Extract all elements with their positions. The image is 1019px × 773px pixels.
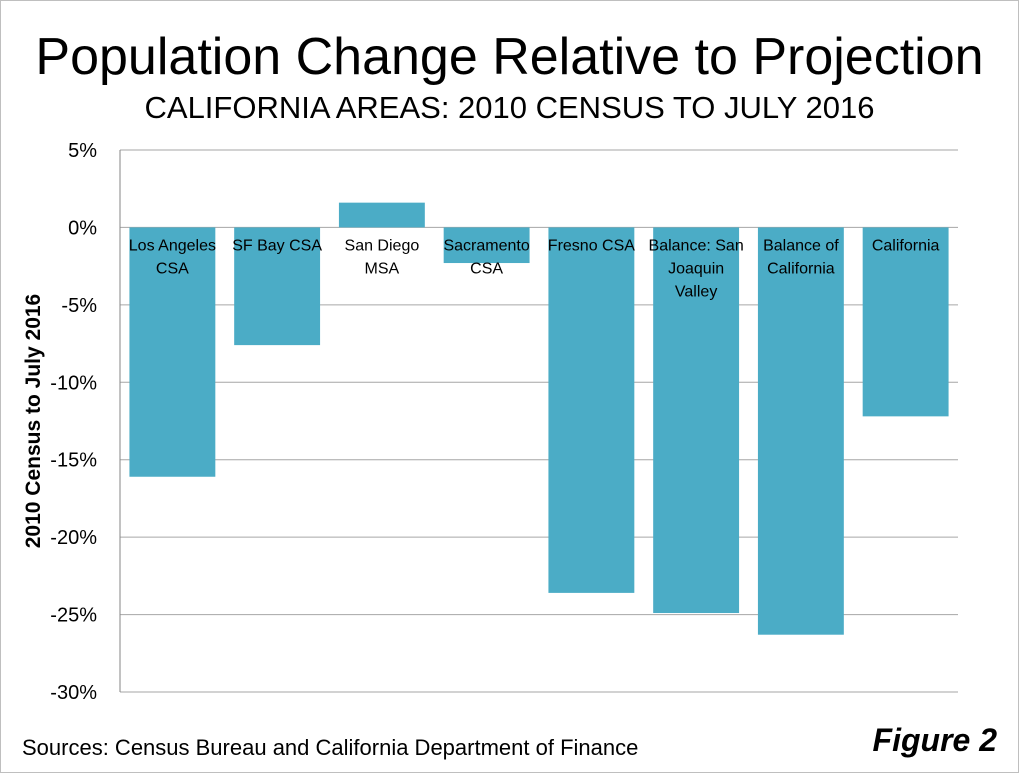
y-tick-label: 0% (68, 217, 97, 239)
category-label: Balance of California (763, 237, 839, 277)
y-tick-label: -25% (50, 605, 97, 627)
source-note: Sources: Census Bureau and California De… (22, 735, 639, 760)
category-label: Sacramento CSA (443, 237, 529, 277)
bar (443, 227, 530, 264)
y-tick-label: -30% (50, 682, 97, 704)
category-label: San Diego MSA (345, 237, 420, 277)
y-tick-label: -20% (50, 527, 97, 549)
bar (757, 227, 844, 635)
bar (338, 202, 425, 228)
y-tick-label: -5% (61, 295, 97, 317)
chart-subtitle: CALIFORNIA AREAS: 2010 CENSUS TO JULY 20… (144, 90, 875, 125)
category-label: California (872, 237, 940, 254)
chart-title: Population Change Relative to Projection (35, 28, 984, 86)
y-tick-label: 5% (68, 140, 97, 162)
category-label: Fresno CSA (548, 237, 635, 254)
bar (862, 227, 949, 417)
bar (129, 227, 216, 477)
figure-label: Figure 2 (872, 722, 997, 758)
y-tick-label: -10% (50, 372, 97, 394)
bar (653, 227, 740, 614)
y-tick-label: -15% (50, 450, 97, 472)
category-label: Los Angeles CSA (129, 237, 216, 277)
bar (234, 227, 321, 346)
bar (548, 227, 635, 593)
category-label: Balance: San Joaquin Valley (649, 237, 744, 300)
category-label: SF Bay CSA (232, 237, 322, 254)
